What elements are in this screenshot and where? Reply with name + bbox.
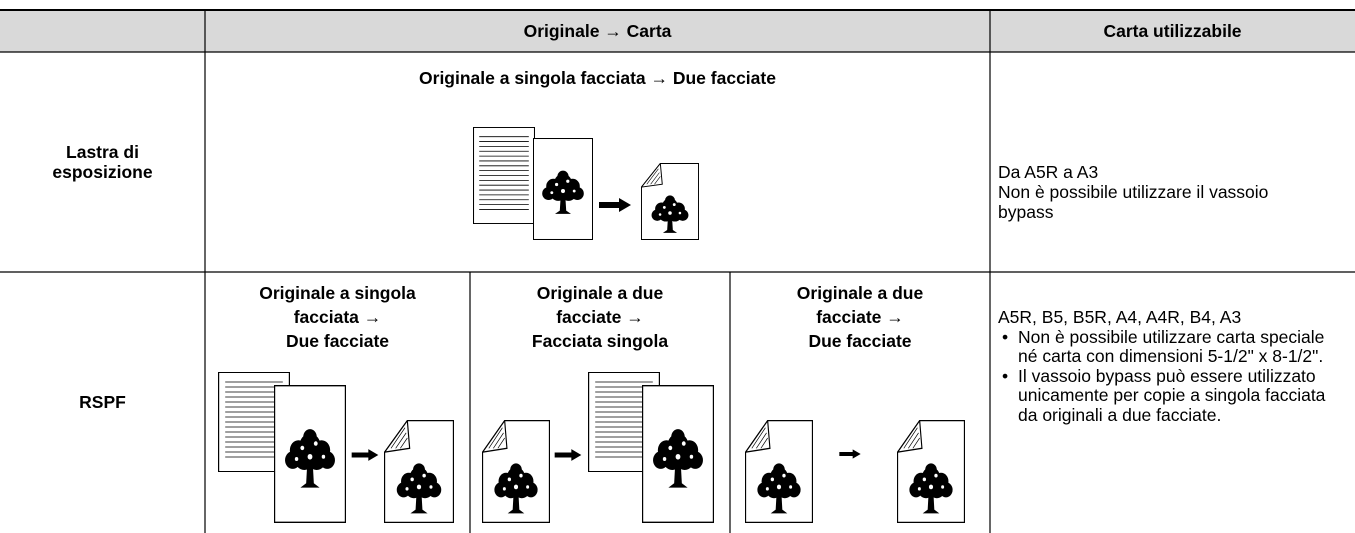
header-cell: Carta utilizzabile (1103, 21, 1242, 41)
paper-list: Non è possibile utilizzare carta special… (998, 327, 1338, 426)
paper-text: Non è possibile utilizzare il vassoio by… (998, 182, 1269, 222)
mode-line: Originale a due (796, 283, 924, 303)
mode-line: Due facciate (285, 331, 390, 351)
paper-text: Da A5R a A3 (998, 162, 1099, 182)
mode-line: Facciata singola (531, 331, 669, 351)
header-cell: Originale → Carta (523, 21, 672, 41)
mode-title: Originale a singola facciata → Due facci… (205, 281, 470, 353)
paper-cell: A5R, B5, B5R, A4, A4R, B4, A3 Non è poss… (998, 307, 1338, 426)
paper-bullet: Il vassoio bypass può essere utilizzato … (1002, 366, 1338, 426)
mode-line: facciate → (816, 307, 904, 327)
mode-line: Originale a due (536, 283, 664, 303)
mode-line: facciata → (293, 307, 382, 327)
row-label: RSPF (79, 392, 126, 412)
mode-title: Originale a singola facciata → Due facci… (419, 68, 776, 88)
paper-bullet: Non è possibile utilizzare carta special… (1002, 327, 1338, 367)
paper-text: A5R, B5, B5R, A4, A4R, B4, A3 (998, 307, 1242, 327)
mode-line: facciate → (556, 307, 644, 327)
mode-line: Originale a singola (259, 283, 416, 303)
mode-title: Originale a due facciate → Due facciate (730, 281, 990, 353)
paper-cell: Da A5R a A3 Non è possibile utilizzare i… (998, 162, 1328, 222)
mode-title: Originale a due facciate → Facciata sing… (470, 281, 730, 353)
mode-line: Due facciate (808, 331, 912, 351)
row-label: Lastra di esposizione (52, 142, 153, 182)
